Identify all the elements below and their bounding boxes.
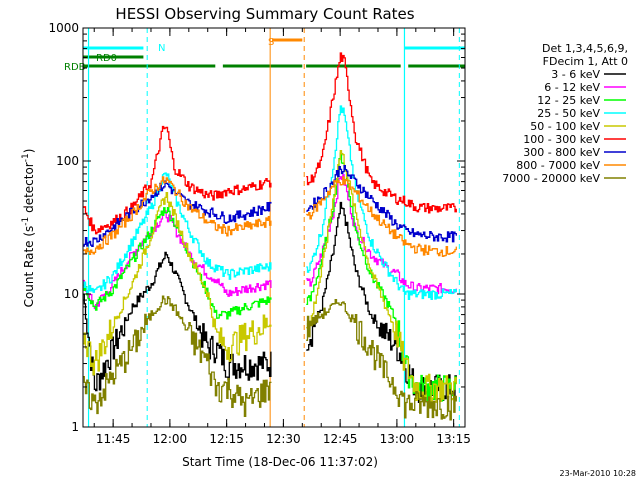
series-line-8-seg-2 (306, 176, 457, 258)
series-line-9-seg-2 (306, 298, 457, 421)
series-line-6-seg-2 (306, 52, 457, 214)
y-tick-label-2: 10 (64, 287, 79, 301)
night-flag-label: N (158, 43, 165, 54)
y-tick-label-3: 100 (56, 154, 79, 168)
legend-header-2: FDecim 1, Att 0 (543, 55, 628, 68)
series-line-5-seg-1 (83, 191, 272, 376)
series-line-2-seg-1 (83, 210, 272, 310)
y-tick-label-1: 1 (71, 420, 79, 434)
legend-label-2: 6 - 12 keV (544, 81, 600, 94)
series-line-4-seg-1 (83, 172, 272, 293)
x-tick-label-6: 13:00 (380, 432, 415, 446)
y-axis-label: Count Rate (s-1 detector-1) (21, 149, 36, 308)
legend-label-9: 7000 - 20000 keV (502, 172, 600, 185)
rdb-flag-label: RDB (64, 62, 86, 73)
series-line-9-seg-1 (83, 295, 272, 417)
series-line-4-seg-2 (306, 105, 457, 300)
legend-label-6: 100 - 300 keV (523, 133, 600, 146)
chart-title: HESSI Observing Summary Count Rates (115, 5, 414, 23)
x-tick-label-1: 11:45 (96, 432, 131, 446)
legend-label-3: 12 - 25 keV (537, 94, 600, 107)
legend-label-1: 3 - 6 keV (551, 68, 600, 81)
legend-label-5: 50 - 100 keV (530, 120, 600, 133)
x-axis-label: Start Time (18-Dec-06 11:37:02) (182, 455, 378, 469)
series-line-7-seg-1 (83, 180, 272, 248)
series-line-8-seg-1 (83, 176, 272, 256)
legend-header-1: Det 1,3,4,5,6,9, (542, 42, 628, 55)
legend-label-8: 800 - 7000 keV (516, 159, 600, 172)
y-tick-label-4: 1000 (48, 21, 79, 35)
saa-flag-label: S (268, 37, 274, 48)
x-tick-label-3: 12:15 (209, 432, 244, 446)
series-line-1-seg-1 (83, 251, 272, 392)
series-line-3-seg-1 (83, 206, 272, 320)
series-line-7-seg-2 (306, 164, 457, 243)
x-tick-label-4: 12:30 (266, 432, 301, 446)
legend-label-7: 300 - 800 keV (523, 146, 600, 159)
x-tick-label-5: 12:45 (323, 432, 358, 446)
rd0-flag-label: RD0 (96, 53, 117, 64)
legend: Det 1,3,4,5,6,9,FDecim 1, Att 03 - 6 keV… (502, 42, 628, 185)
series-line-6-seg-1 (83, 125, 272, 235)
footer-date: 23-Mar-2010 10:28 (560, 469, 637, 478)
series-layer (83, 52, 457, 421)
flags-layer: N S RD0 RDB (64, 37, 465, 73)
x-tick-label-2: 12:00 (153, 432, 188, 446)
x-tick-label-7: 13:15 (436, 432, 471, 446)
plot-frame (82, 27, 466, 428)
ticks-layer: 11:45 12:00 12:15 12:30 12:45 13:00 13:15 1 10 10… (48, 21, 470, 446)
legend-label-4: 25 - 50 keV (537, 107, 600, 120)
